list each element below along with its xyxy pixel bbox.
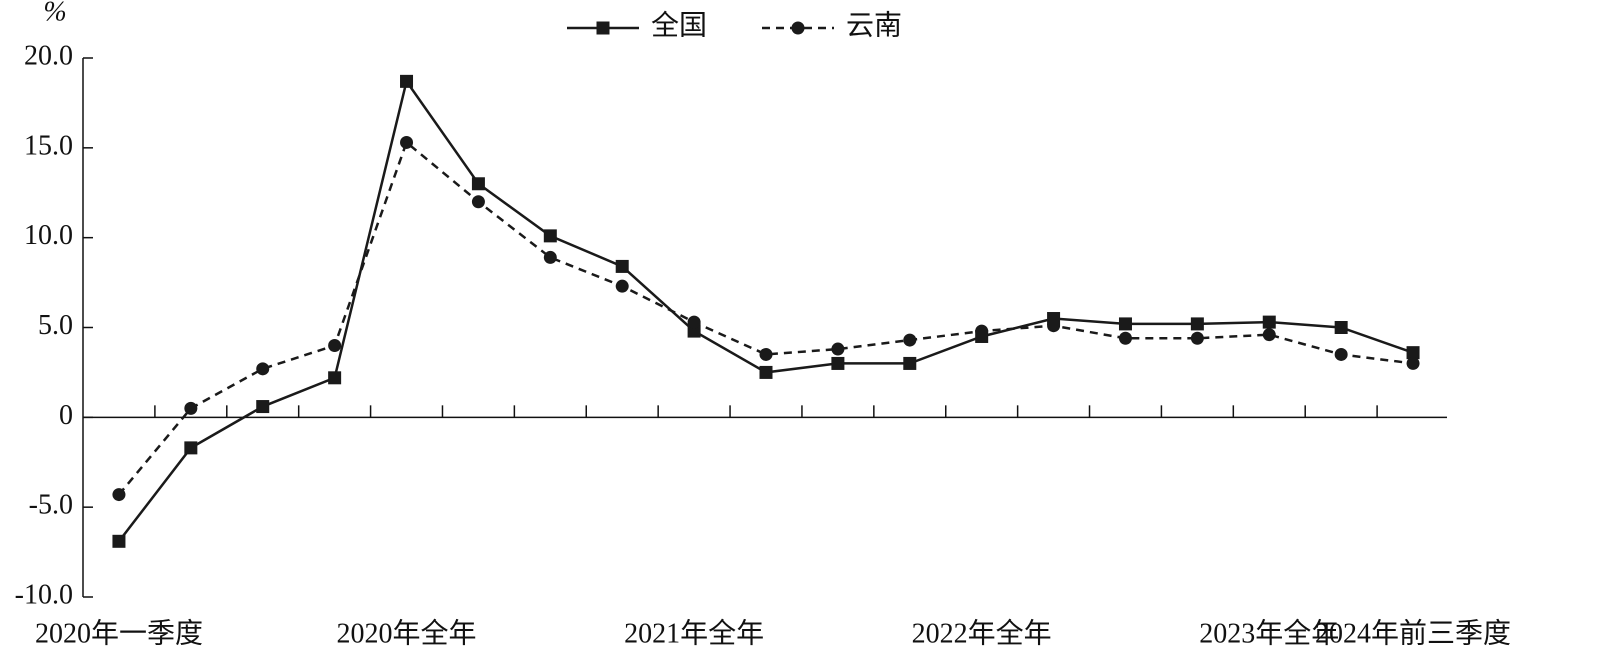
- marker: [759, 347, 773, 361]
- marker: [687, 324, 701, 338]
- marker: [184, 441, 198, 455]
- x-tick-label: 2022年全年: [912, 617, 1052, 649]
- marker: [471, 177, 485, 191]
- y-unit: %: [43, 0, 66, 27]
- marker: [112, 488, 126, 502]
- marker: [328, 338, 342, 352]
- marker: [256, 400, 270, 414]
- marker: [256, 362, 270, 376]
- legend-label: 全国: [651, 9, 707, 41]
- legend-marker: [791, 21, 805, 35]
- marker: [1190, 331, 1204, 345]
- y-tick-label: 0: [59, 400, 73, 431]
- marker: [1118, 331, 1132, 345]
- marker: [1118, 317, 1132, 331]
- marker: [687, 315, 701, 329]
- marker: [1190, 317, 1204, 331]
- marker: [831, 356, 845, 370]
- marker: [1406, 356, 1420, 370]
- marker: [1334, 321, 1348, 334]
- y-tick-label: 10.0: [24, 220, 73, 251]
- marker: [1047, 319, 1061, 333]
- marker: [543, 229, 557, 243]
- marker: [1262, 315, 1276, 329]
- marker: [328, 371, 342, 385]
- legend-label: 云南: [846, 9, 902, 41]
- marker: [400, 135, 414, 149]
- marker: [615, 279, 629, 293]
- marker: [759, 365, 773, 379]
- x-tick-label: 2020年一季度: [35, 617, 203, 649]
- series-line: [117, 140, 1414, 496]
- y-tick-label: -5.0: [29, 490, 73, 521]
- marker: [903, 356, 917, 370]
- marker: [400, 74, 414, 88]
- y-tick-label: 5.0: [38, 310, 73, 341]
- marker: [543, 250, 557, 264]
- marker: [184, 401, 198, 415]
- marker: [1334, 347, 1348, 361]
- marker: [903, 333, 917, 347]
- marker: [112, 534, 126, 548]
- x-tick-label: 2023年全年: [1199, 617, 1339, 649]
- marker: [471, 195, 485, 209]
- x-tick-label: 2024年前三季度: [1315, 617, 1511, 649]
- x-tick-label: 2021年全年: [624, 617, 764, 649]
- x-tick-label: 2020年全年: [337, 617, 477, 649]
- legend-marker: [596, 21, 610, 35]
- marker: [975, 324, 989, 338]
- marker: [1262, 328, 1276, 342]
- y-tick-label: -10.0: [15, 579, 73, 610]
- marker: [1406, 346, 1420, 360]
- marker: [831, 342, 845, 356]
- marker: [615, 259, 629, 273]
- y-tick-label: 15.0: [24, 130, 73, 161]
- y-tick-label: 20.0: [24, 40, 73, 71]
- series-line: [117, 78, 1414, 543]
